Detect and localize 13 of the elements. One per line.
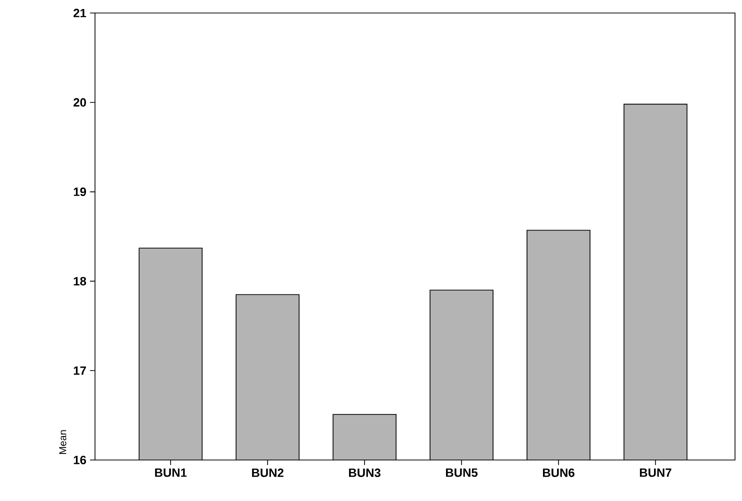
x-tick-label: BUN7 <box>640 468 672 477</box>
x-tick-label: BUN6 <box>542 468 574 478</box>
y-tick-label: 21 <box>74 8 86 18</box>
y-tick-label: 19 <box>74 188 86 196</box>
x-tick-label: BUN3 <box>349 468 380 478</box>
x-tick-label: BUN5 <box>446 468 478 477</box>
y-tick-label: 18 <box>74 276 86 286</box>
y-axis-title: Mean <box>59 430 66 454</box>
x-tick-label: BUN1 <box>155 468 187 477</box>
x-tick-label: BUN2 <box>252 468 284 478</box>
y-tick-label: 17 <box>74 366 86 375</box>
y-tick-label: 20 <box>74 98 86 107</box>
y-tick-label: 16 <box>74 456 86 464</box>
